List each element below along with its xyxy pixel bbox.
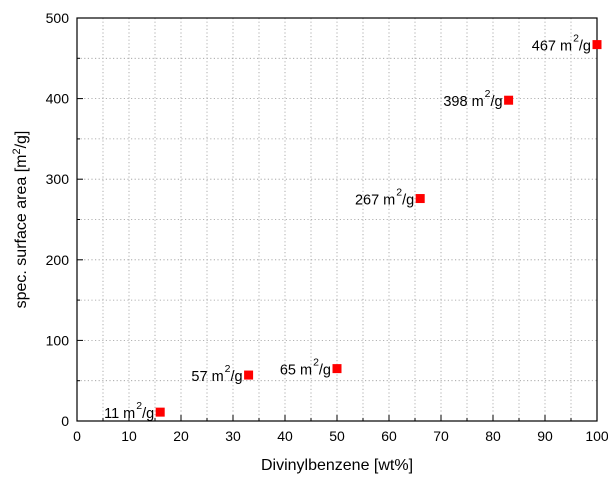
data-point — [244, 370, 254, 380]
data-label: 65 m2/g — [280, 357, 331, 379]
x-tick-label: 80 — [485, 428, 501, 444]
x-tick-label: 40 — [277, 428, 293, 444]
y-tick-label: 100 — [46, 332, 70, 348]
data-point — [415, 194, 425, 204]
data-points — [155, 40, 602, 417]
y-axis-title: spec. surface area [m2/g] — [11, 131, 30, 309]
y-tick-label: 500 — [46, 10, 70, 26]
y-tick-label: 300 — [46, 171, 70, 187]
data-point — [592, 40, 602, 50]
x-tick-label: 10 — [121, 428, 137, 444]
data-label: 267 m2/g — [355, 187, 414, 209]
data-label: 467 m2/g — [532, 33, 591, 55]
x-tick-label: 100 — [585, 428, 608, 444]
data-point — [155, 407, 165, 417]
data-label: 11 m2/g — [104, 400, 154, 422]
x-tick-label: 70 — [433, 428, 449, 444]
y-tick-label: 0 — [61, 413, 69, 429]
x-tick-label: 30 — [225, 428, 241, 444]
x-axis-title: Divinylbenzene [wt%] — [261, 457, 413, 474]
data-point — [332, 364, 342, 374]
data-point — [504, 95, 514, 105]
axis-ticks: 0 10 20 30 40 50 60 70 80 90 100 0 100 200 300 400 500 — [46, 10, 608, 444]
x-tick-label: 0 — [73, 428, 81, 444]
x-tick-label: 50 — [329, 428, 345, 444]
x-tick-label: 60 — [381, 428, 397, 444]
x-tick-label: 90 — [537, 428, 553, 444]
data-labels: 11 m2/g 57 m2/g 65 m2/g 267 m2/g 398 m2/g 467… — [104, 33, 591, 423]
y-tick-label: 200 — [46, 252, 70, 268]
x-tick-label: 20 — [173, 428, 189, 444]
data-label: 57 m2/g — [191, 363, 242, 385]
grid-lines — [77, 18, 597, 421]
data-label: 398 m2/g — [443, 88, 502, 110]
y-tick-label: 400 — [46, 91, 70, 107]
